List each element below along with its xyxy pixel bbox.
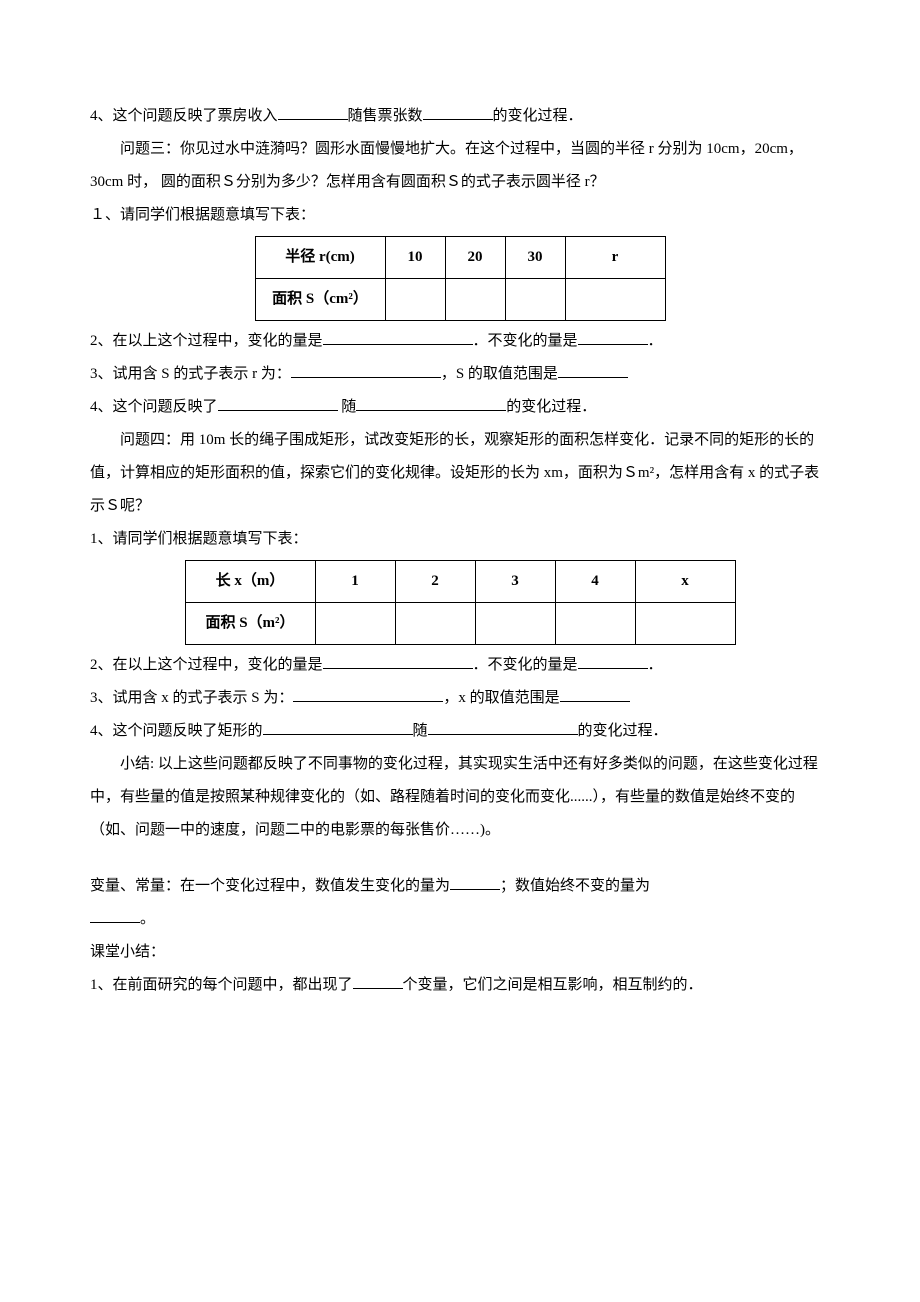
cell-empty xyxy=(315,603,395,645)
text: ．不变化的量是 xyxy=(473,657,578,673)
cell: 3 xyxy=(475,561,555,603)
blank xyxy=(558,377,628,378)
cell: 1 xyxy=(315,561,395,603)
q4a: 4、这个问题反映了票房收入 随售票张数 的变化过程． xyxy=(90,100,830,133)
blank xyxy=(356,410,506,411)
problem4-title: 问题四：用 10m 长的绳子围成矩形，试改变矩形的长，观察矩形的面积怎样变化．记… xyxy=(90,424,830,523)
cell: 面积 S（cm²） xyxy=(255,279,385,321)
cell-empty xyxy=(475,603,555,645)
problem4-line3: 3、试用含 x 的式子表示 S 为： ，x 的取值范围是 xyxy=(90,682,830,715)
problem3-line3: 3、试用含 S 的式子表示 r 为： ，S 的取值范围是 xyxy=(90,358,830,391)
text: ．不变化的量是 xyxy=(473,333,578,349)
problem3-line1: １、请同学们根据题意填写下表： xyxy=(90,199,830,232)
cell-empty xyxy=(505,279,565,321)
text: 的变化过程． xyxy=(578,723,668,739)
blank xyxy=(263,734,413,735)
cell-empty xyxy=(635,603,735,645)
cell: 面积 S（m²） xyxy=(185,603,315,645)
blank xyxy=(323,668,473,669)
cell-empty xyxy=(445,279,505,321)
cell: 半径 r(cm) xyxy=(255,237,385,279)
blank xyxy=(278,119,348,120)
text: 随 xyxy=(413,723,428,739)
cell: 2 xyxy=(395,561,475,603)
text: ，S 的取值范围是 xyxy=(441,366,558,382)
summary2-line1: 1、在前面研究的每个问题中，都出现了 个变量，它们之间是相互影响，相互制约的． xyxy=(90,969,830,1002)
table-row: 长 x（m） 1 2 3 4 x xyxy=(185,561,735,603)
blank xyxy=(291,377,441,378)
summary1: 小结: 以上这些问题都反映了不同事物的变化过程，其实现实生活中还有好多类似的问题… xyxy=(90,748,830,847)
problem3-line4: 4、这个问题反映了 随 的变化过程． xyxy=(90,391,830,424)
blank xyxy=(560,701,630,702)
q4a-suffix: 的变化过程． xyxy=(493,108,583,124)
cell-empty xyxy=(555,603,635,645)
problem4-line4: 4、这个问题反映了矩形的 随 的变化过程． xyxy=(90,715,830,748)
problem4-line1: 1、请同学们根据题意填写下表： xyxy=(90,523,830,556)
q4a-mid: 随售票张数 xyxy=(348,108,423,124)
blank xyxy=(293,701,443,702)
text: 2、在以上这个过程中，变化的量是 xyxy=(90,333,323,349)
text: 1、在前面研究的每个问题中，都出现了 xyxy=(90,977,353,993)
table-row: 面积 S（cm²） xyxy=(255,279,665,321)
blank xyxy=(578,344,648,345)
blank xyxy=(218,410,338,411)
text: 的变化过程． xyxy=(506,399,596,415)
cell: r xyxy=(565,237,665,279)
blank xyxy=(323,344,473,345)
text: 个变量，它们之间是相互影响，相互制约的． xyxy=(403,977,703,993)
blank xyxy=(353,988,403,989)
text: 变量、常量：在一个变化过程中，数值发生变化的量为 xyxy=(90,878,450,894)
table-row: 半径 r(cm) 10 20 30 r xyxy=(255,237,665,279)
problem3-title: 问题三：你见过水中涟漪吗？圆形水面慢慢地扩大。在这个过程中，当圆的半径 r 分别… xyxy=(90,133,830,199)
text: 3、试用含 x 的式子表示 S 为： xyxy=(90,690,293,706)
text: 随 xyxy=(338,399,357,415)
text: ；数值始终不变的量为 xyxy=(500,878,650,894)
table-problem3: 半径 r(cm) 10 20 30 r 面积 S（cm²） xyxy=(255,236,666,321)
blank xyxy=(578,668,648,669)
text: 2、在以上这个过程中，变化的量是 xyxy=(90,657,323,673)
blank xyxy=(450,889,500,890)
blank xyxy=(423,119,493,120)
summary2-title: 课堂小结： xyxy=(90,936,830,969)
cell: 20 xyxy=(445,237,505,279)
table-problem4: 长 x（m） 1 2 3 4 x 面积 S（m²） xyxy=(185,560,736,645)
definition-cont: 。 xyxy=(90,903,830,936)
cell: 长 x（m） xyxy=(185,561,315,603)
blank xyxy=(428,734,578,735)
cell: 4 xyxy=(555,561,635,603)
text: ． xyxy=(648,657,663,673)
problem4-line2: 2、在以上这个过程中，变化的量是 ．不变化的量是 ． xyxy=(90,649,830,682)
cell-empty xyxy=(395,603,475,645)
text: 4、这个问题反映了矩形的 xyxy=(90,723,263,739)
text: ． xyxy=(648,333,663,349)
cell: 10 xyxy=(385,237,445,279)
definition: 变量、常量：在一个变化过程中，数值发生变化的量为 ；数值始终不变的量为 xyxy=(90,870,830,903)
text: 4、这个问题反映了 xyxy=(90,399,218,415)
blank xyxy=(90,922,140,923)
cell: 30 xyxy=(505,237,565,279)
text: 3、试用含 S 的式子表示 r 为： xyxy=(90,366,291,382)
cell-empty xyxy=(385,279,445,321)
cell: x xyxy=(635,561,735,603)
text: 。 xyxy=(140,911,155,927)
cell-empty xyxy=(565,279,665,321)
q4a-prefix: 4、这个问题反映了票房收入 xyxy=(90,108,278,124)
problem3-line2: 2、在以上这个过程中，变化的量是 ．不变化的量是 ． xyxy=(90,325,830,358)
text: ，x 的取值范围是 xyxy=(443,690,559,706)
table-row: 面积 S（m²） xyxy=(185,603,735,645)
